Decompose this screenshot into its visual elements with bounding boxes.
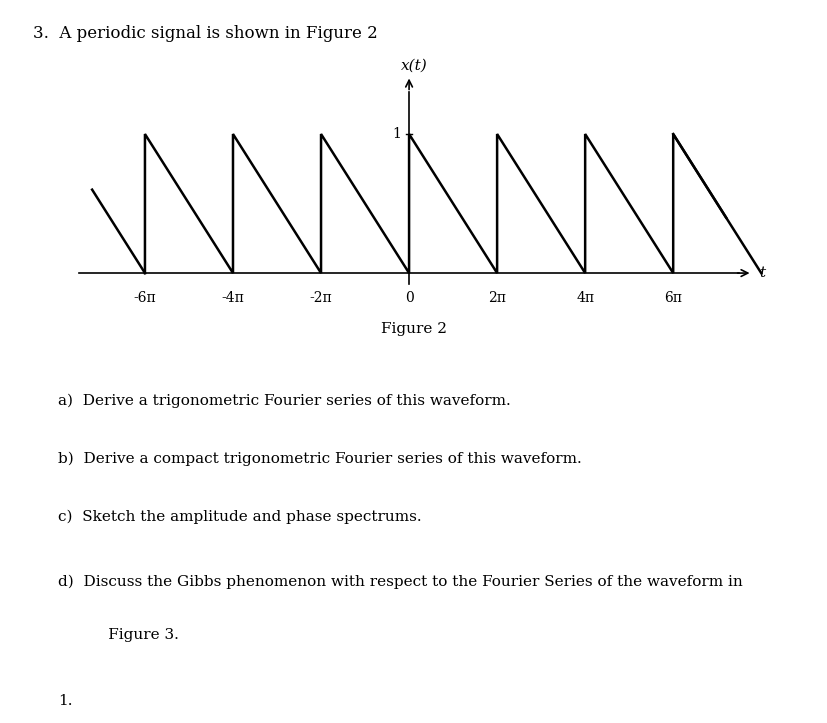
Text: t: t [758,266,764,280]
Text: Figure 2: Figure 2 [380,322,447,335]
Text: -6π: -6π [133,291,156,305]
Text: c)  Sketch the amplitude and phase spectrums.: c) Sketch the amplitude and phase spectr… [58,510,421,524]
Text: d)  Discuss the Gibbs phenomenon with respect to the Fourier Series of the wavef: d) Discuss the Gibbs phenomenon with res… [58,575,742,589]
Text: 1: 1 [392,127,400,141]
Text: a)  Derive a trigonometric Fourier series of this waveform.: a) Derive a trigonometric Fourier series… [58,394,510,408]
Text: -2π: -2π [309,291,332,305]
Text: 3.  A periodic signal is shown in Figure 2: 3. A periodic signal is shown in Figure … [33,25,377,43]
Text: 4π: 4π [576,291,594,305]
Text: 2π: 2π [488,291,505,305]
Text: b)  Derive a compact trigonometric Fourier series of this waveform.: b) Derive a compact trigonometric Fourie… [58,452,581,466]
Text: -4π: -4π [222,291,244,305]
Text: 1.: 1. [58,694,73,708]
Text: x(t): x(t) [400,59,428,73]
Text: Figure 3.: Figure 3. [79,628,179,641]
Text: 6π: 6π [663,291,681,305]
Text: 0: 0 [404,291,413,305]
